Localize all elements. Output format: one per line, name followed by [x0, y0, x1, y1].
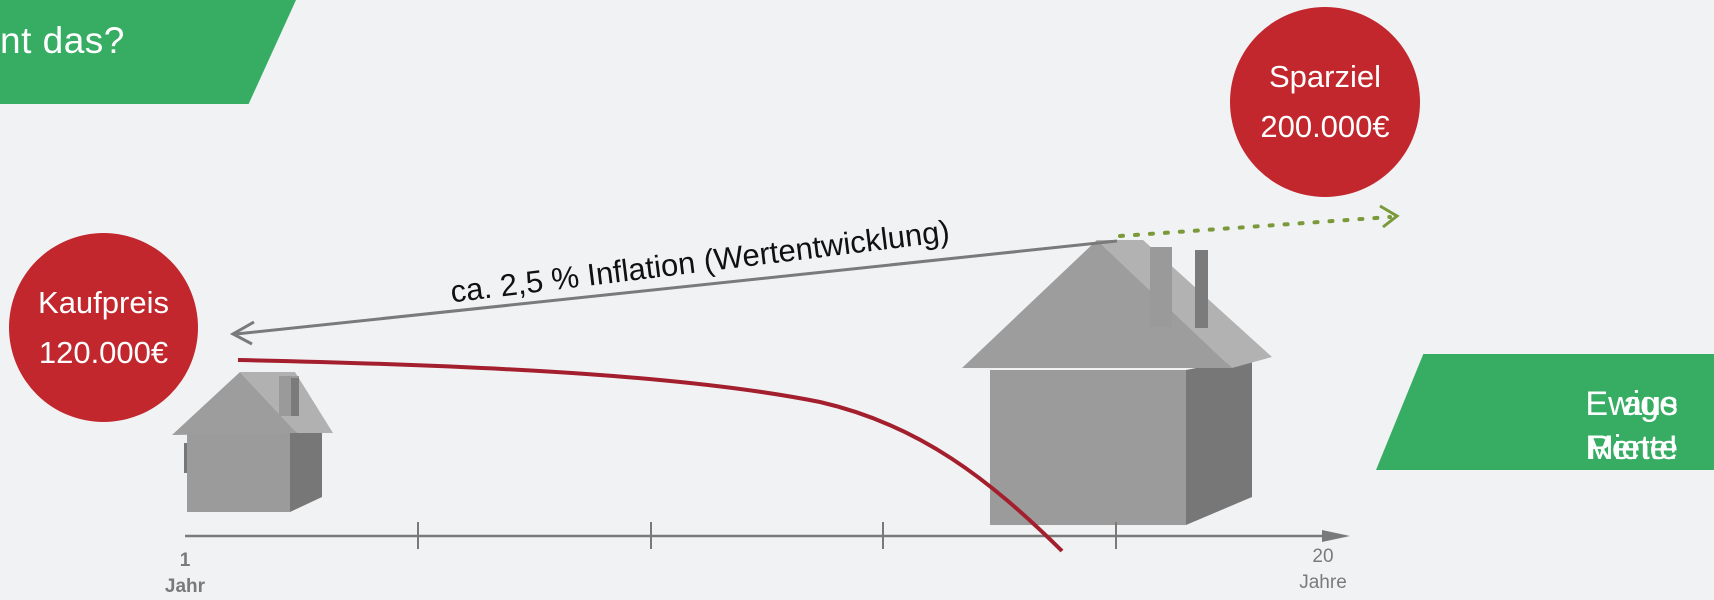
- timeline-axis: [185, 522, 1350, 549]
- right-banner: Ewige Rente aus Miete!: [1376, 354, 1714, 470]
- axis-start-value: 1: [179, 550, 191, 571]
- small-house-icon: [172, 372, 333, 512]
- savings-goal-circle: Sparziel 200.000€: [1230, 7, 1420, 197]
- declining-curve: [237, 358, 1064, 553]
- inflation-arrow: [229, 239, 1118, 346]
- purchase-price-value: 120.000€: [38, 334, 169, 370]
- large-house-icon: [962, 240, 1272, 525]
- purchase-price-label: Kaufpreis: [38, 284, 169, 320]
- savings-goal-label: Sparziel: [1269, 59, 1381, 94]
- right-banner-line2: aus Miete!: [1585, 385, 1678, 467]
- right-banner-line1: Ewige Rente: [1585, 385, 1678, 467]
- savings-goal-value: 200.000€: [1260, 109, 1390, 144]
- top-banner-text: nt das?: [0, 20, 125, 61]
- axis-end-unit: Jahre: [1299, 572, 1347, 593]
- axis-end-value: 20: [1312, 546, 1334, 567]
- top-left-banner: nt das?: [0, 0, 296, 104]
- axis-start-unit: Jahr: [164, 576, 206, 597]
- dotted-arrow: [1118, 204, 1400, 238]
- axis-end-label: 20 Jahre: [1285, 544, 1361, 596]
- axis-start-label: 1 Jahr: [150, 548, 220, 600]
- purchase-price-circle: Kaufpreis 120.000€: [9, 233, 198, 422]
